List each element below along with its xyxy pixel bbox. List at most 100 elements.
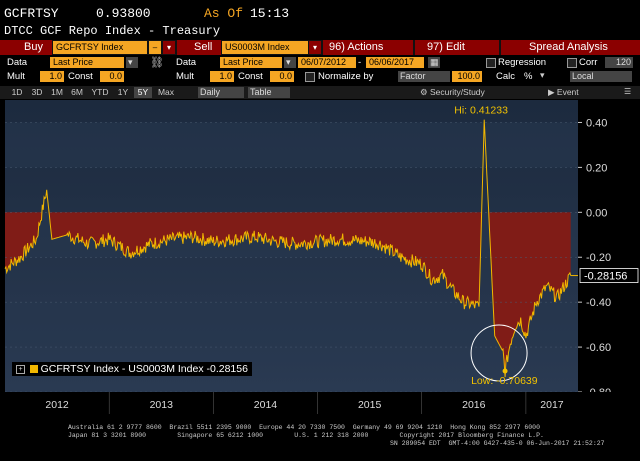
low-point-marker (502, 368, 508, 374)
corr-checkbox[interactable] (567, 58, 577, 68)
start-date-input[interactable]: 06/07/2012 (298, 57, 356, 68)
corr-label: Corr (579, 57, 598, 68)
sell-security-input[interactable]: US0003M Index (222, 41, 308, 54)
link-icon[interactable]: ⛓ (150, 57, 164, 69)
range-tab-max[interactable]: Max (157, 87, 175, 97)
factor-input[interactable]: 100.0 (452, 71, 482, 82)
sell-menu-icon[interactable]: ▾ (309, 41, 321, 54)
edit-button[interactable]: 97) Edit (415, 40, 499, 55)
corr-input[interactable]: 120 (605, 57, 633, 68)
y-tick-label: 0.00 (586, 207, 607, 219)
left-mult-label: Mult (7, 71, 25, 82)
grid-band (5, 122, 578, 168)
params-panel: Data Last Price ▾ ⛓ Mult 1.0 Const 0.0 D… (0, 57, 640, 85)
security-study-icon: ⚙ (420, 87, 430, 97)
date-separator: - (358, 57, 362, 68)
regression-checkbox[interactable] (486, 58, 496, 68)
calc-label: Calc (496, 71, 516, 82)
range-tab-1y[interactable]: 1Y (117, 87, 129, 97)
actions-button[interactable]: 96) Actions (323, 40, 413, 55)
regression-label: Regression (498, 57, 547, 68)
range-bar (0, 86, 640, 99)
y-tick-label: -0.40 (586, 297, 611, 309)
range-tab-6m[interactable]: 6M (71, 87, 83, 97)
y-tick-label: -0.20 (586, 252, 611, 264)
buy-menu-icon[interactable]: ▾ (163, 41, 175, 54)
footer-line-2: Japan 81 3 3201 8900 Singapore 65 6212 1… (68, 432, 544, 439)
period-select[interactable]: Daily (198, 87, 244, 98)
range-tab-ytd[interactable]: YTD (91, 87, 109, 97)
range-tab-1d[interactable]: 1D (11, 87, 23, 97)
legend-toggle-icon[interactable]: + (16, 364, 25, 374)
left-mult-input[interactable]: 1.0 (40, 71, 64, 82)
right-data-dropdown[interactable]: ▾ (284, 57, 296, 68)
right-mult-input[interactable]: 1.0 (210, 71, 234, 82)
security-study-label: Security/Study (429, 87, 485, 97)
right-const-label: Const (238, 71, 263, 82)
buy-button[interactable]: Buy (0, 40, 52, 55)
factor-select[interactable]: Factor (398, 71, 450, 82)
right-data-select[interactable]: Last Price (220, 57, 282, 68)
left-data-label: Data (7, 57, 28, 68)
event-label: Event (556, 87, 579, 97)
x-axis-strip (0, 392, 640, 430)
left-const-label: Const (68, 71, 93, 82)
left-data-dropdown[interactable]: ▾ (126, 57, 138, 68)
as-of-time: 15:13 (250, 6, 290, 21)
low-highlight-circle (470, 324, 528, 382)
table-button[interactable]: Table (248, 87, 290, 98)
last-price: 0.93800 (96, 6, 151, 21)
last-value-label: -0.28156 (584, 271, 627, 283)
buy-dropdown-icon[interactable]: – (149, 41, 161, 54)
legend-series-label: GCFRTSY Index - US0003M Index -0.28156 (40, 363, 248, 375)
x-tick-label: 2015 (358, 399, 382, 411)
buy-label: Buy (24, 41, 43, 53)
x-tick-label: 2016 (462, 399, 486, 411)
x-tick-label: 2013 (150, 399, 174, 411)
chart-legend[interactable]: + GCFRTSY Index - US0003M Index -0.28156 (12, 362, 252, 376)
footer-line-1: Australia 61 2 9777 8600 Brazil 5511 239… (68, 424, 540, 431)
normalize-label: Normalize by (318, 71, 374, 82)
right-mult-label: Mult (176, 71, 194, 82)
x-tick-label: 2014 (254, 399, 278, 411)
right-const-input[interactable]: 0.0 (270, 71, 294, 82)
security-study-button[interactable]: ⚙ Security/Study (420, 87, 530, 98)
event-icon: ▶ (548, 87, 557, 97)
event-button[interactable]: ▶ Event (548, 87, 618, 98)
footer-line-3: SN 289054 EDT GMT-4:00 G427-435-0 06-Jun… (390, 440, 605, 447)
ticker-label: GCFRTSY (4, 6, 59, 21)
y-tick-label: 0.40 (586, 117, 607, 129)
end-date-input[interactable]: 06/06/2017 (366, 57, 424, 68)
y-axis-strip (578, 100, 640, 392)
local-select[interactable]: Local (570, 71, 632, 82)
last-value-box (579, 268, 639, 283)
security-description: DTCC GCF Repo Index - Treasury (4, 24, 221, 38)
low-label: Low: -0.70639 (471, 375, 538, 387)
series-line (4, 119, 572, 378)
normalize-checkbox[interactable] (305, 72, 315, 82)
left-data-select[interactable]: Last Price (50, 57, 124, 68)
buy-security-input[interactable]: GCFRTSY Index (53, 41, 147, 54)
negative-area-fill (5, 212, 571, 378)
range-tab-5y[interactable]: 5Y (134, 87, 152, 98)
grid-band (5, 302, 578, 348)
calc-dropdown-icon[interactable]: ▾ (540, 70, 545, 80)
range-tab-1m[interactable]: 1M (51, 87, 63, 97)
y-tick-label: -0.60 (586, 342, 611, 354)
spread-analysis-title: Spread Analysis (501, 40, 640, 55)
as-of-label: As Of (204, 6, 244, 21)
calendar-icon[interactable]: ▦ (428, 57, 440, 68)
function-bar: Buy GCFRTSY Index – ▾ Sell US0003M Index… (0, 40, 640, 55)
left-const-input[interactable]: 0.0 (100, 71, 124, 82)
chart-settings-icon[interactable]: ☰ (624, 87, 632, 96)
y-tick-label: 0.20 (586, 162, 607, 174)
calc-value[interactable]: % (524, 71, 533, 82)
legend-swatch (29, 365, 38, 373)
sell-button[interactable]: Sell (177, 40, 221, 55)
right-data-label: Data (176, 57, 197, 68)
sell-label: Sell (194, 41, 213, 53)
security-header: GCFRTSY 0.93800 As Of 15:13 (4, 6, 640, 22)
spread-chart: 0.400.200.00-0.20-0.40-0.60-0.80 2012201… (0, 100, 640, 430)
high-label: Hi: 0.41233 (454, 105, 508, 117)
range-tab-3d[interactable]: 3D (31, 87, 43, 97)
